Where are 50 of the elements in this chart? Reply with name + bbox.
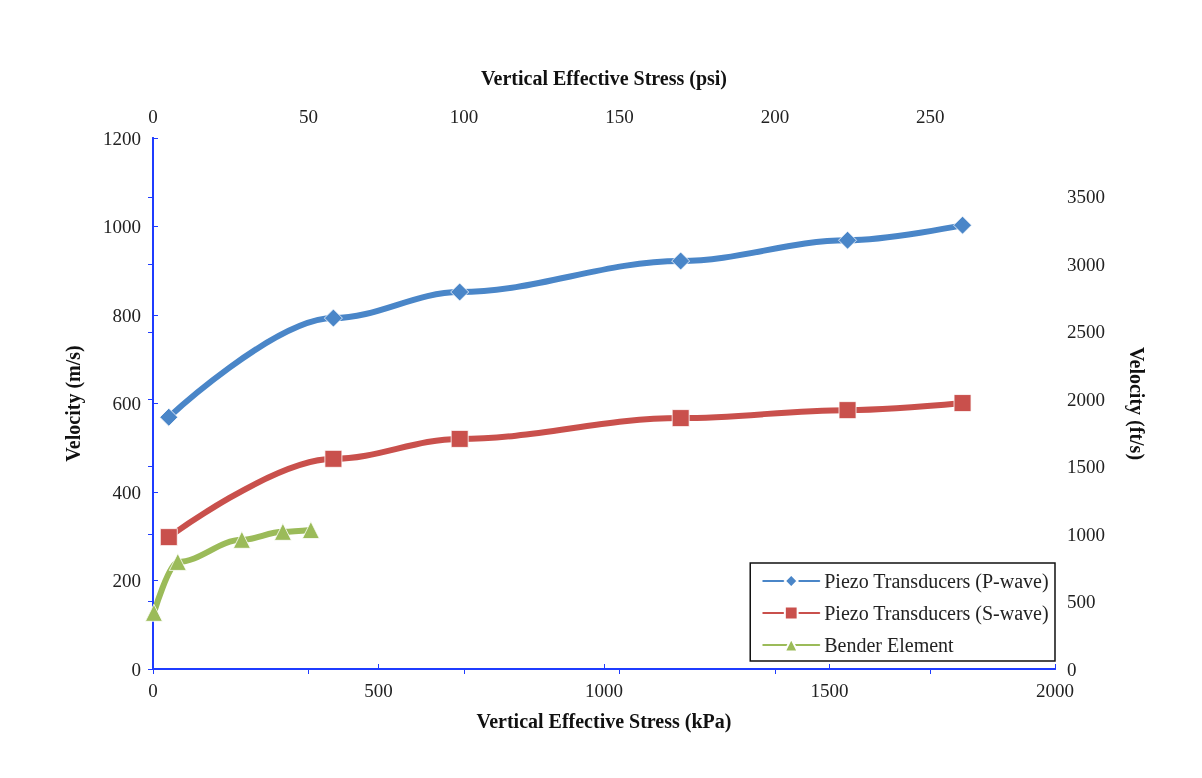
legend-label: Piezo Transducers (S-wave): [824, 602, 1049, 625]
point: [953, 215, 972, 235]
y2-tick-label: 3000: [1067, 253, 1105, 275]
y2-tick-label: 1500: [1067, 456, 1105, 478]
x2-axis-title: Vertical Effective Stress (psi): [480, 67, 728, 90]
point: [838, 230, 857, 250]
y-tick-label: 1000: [103, 216, 141, 237]
y2-tick-label: 0: [1067, 658, 1077, 680]
point: [324, 449, 343, 468]
point: [159, 528, 178, 547]
x2-tick-label: 250: [916, 106, 945, 127]
y2-tick-label: 2000: [1067, 388, 1105, 410]
legend-label: Bender Element: [824, 634, 955, 656]
point: [324, 308, 343, 328]
point: [273, 522, 292, 541]
y-tick-label: 0: [131, 658, 141, 680]
y-tick-label: 1200: [103, 127, 141, 149]
y2-axis-title: Velocity (ft/s): [1125, 346, 1148, 461]
x2-tick-label: 200: [760, 106, 790, 127]
x2-tick-label: 0: [148, 106, 158, 127]
y-tick-label: 400: [112, 481, 141, 503]
point: [838, 401, 857, 420]
y-tick-label: 200: [112, 570, 141, 591]
y2-tick-label: 3500: [1067, 186, 1105, 208]
x-tick-label: 2000: [1036, 680, 1074, 701]
x-axis-title: Vertical Effective Stress (kPa): [476, 710, 732, 733]
x-tick-label: 1000: [585, 680, 623, 701]
legend-label: Piezo Transducers (P-wave): [824, 570, 1049, 593]
y-axis-title: Velocity (m/s): [62, 345, 85, 462]
x2-tick-label: 150: [605, 106, 634, 127]
y2-tick-label: 500: [1067, 591, 1096, 613]
point: [159, 407, 179, 427]
point: [145, 603, 163, 622]
y-tick-label: 600: [112, 393, 141, 414]
point: [953, 394, 972, 412]
point: [671, 409, 690, 427]
y2-tick-label: 1000: [1067, 523, 1105, 545]
x-tick-label: 500: [364, 680, 393, 701]
y-tick-label: 800: [112, 304, 141, 326]
point: [232, 530, 251, 549]
x2-tick-label: 100: [449, 106, 479, 127]
y2-tick-label: 2500: [1067, 321, 1105, 343]
point: [301, 521, 320, 539]
x-tick-label: 1500: [810, 680, 849, 701]
point: [450, 430, 469, 448]
x2-tick-label: 50: [298, 106, 318, 127]
point: [671, 251, 691, 271]
point: [168, 553, 187, 571]
x-tick-label: 0: [148, 680, 158, 701]
point: [450, 282, 470, 302]
